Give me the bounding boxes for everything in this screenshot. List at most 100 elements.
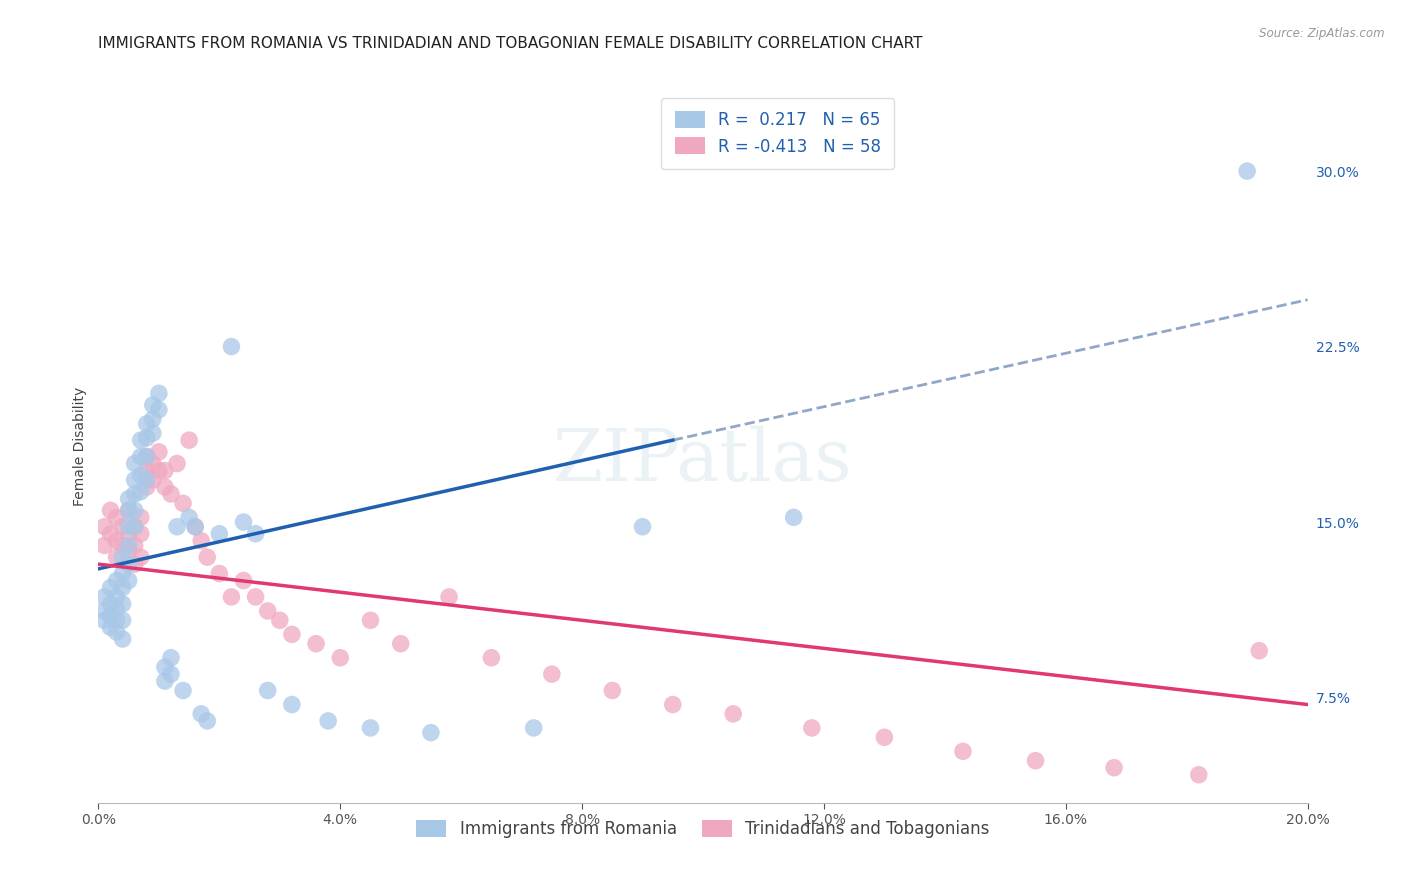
Point [118,503,141,517]
Point [135,450,157,464]
Point [481,650,503,665]
Point [179,510,201,524]
Point [111,566,134,581]
Point [389,637,412,651]
Point [135,417,157,431]
Point [661,698,683,712]
Point [93,538,115,552]
Point [93,604,115,618]
Point [256,683,278,698]
Point [360,613,382,627]
Point [783,510,806,524]
Point [329,650,352,665]
Point [160,487,183,501]
Point [124,557,146,571]
Point [148,445,170,459]
Point [118,543,141,558]
Point [221,340,243,354]
Point [100,526,122,541]
Point [195,714,218,728]
Point [160,667,183,681]
Point [245,590,267,604]
Point [190,706,212,721]
Point [245,526,267,541]
Point [135,464,157,478]
Point [540,667,562,681]
Point [111,632,134,646]
Point [184,519,207,533]
Point [118,503,141,517]
Y-axis label: Female Disability: Female Disability [73,386,87,506]
Point [1024,754,1046,768]
Point [631,519,654,533]
Point [118,557,141,571]
Point [221,590,243,604]
Point [124,519,146,533]
Point [124,538,146,552]
Point [723,706,745,721]
Point [135,450,157,464]
Point [129,526,152,541]
Point [105,590,128,604]
Point [118,491,141,506]
Point [118,519,141,533]
Point [105,550,128,565]
Point [184,519,207,533]
Point [118,574,141,588]
Point [124,487,146,501]
Point [316,714,339,728]
Point [118,538,141,552]
Point [523,721,546,735]
Point [124,503,146,517]
Point [111,597,134,611]
Point [153,674,176,689]
Point [111,538,134,552]
Point [1188,768,1211,782]
Point [105,574,128,588]
Point [873,731,896,745]
Point [172,683,194,698]
Point [124,473,146,487]
Text: ZIPatlas: ZIPatlas [553,425,853,496]
Text: IMMIGRANTS FROM ROMANIA VS TRINIDADIAN AND TOBAGONIAN FEMALE DISABILITY CORRELAT: IMMIGRANTS FROM ROMANIA VS TRINIDADIAN A… [98,36,922,51]
Point [952,744,974,758]
Point [179,433,201,447]
Point [195,550,218,565]
Point [118,526,141,541]
Point [153,464,176,478]
Point [172,496,194,510]
Point [124,519,146,533]
Point [232,574,254,588]
Point [105,510,128,524]
Point [135,473,157,487]
Point [129,468,152,483]
Point [93,613,115,627]
Text: Source: ZipAtlas.com: Source: ZipAtlas.com [1260,27,1385,40]
Point [100,597,122,611]
Point [208,526,231,541]
Point [281,627,304,641]
Point [305,637,328,651]
Point [111,519,134,533]
Point [256,604,278,618]
Point [100,620,122,634]
Point [190,533,212,548]
Point [129,484,152,499]
Point [111,613,134,627]
Point [100,581,122,595]
Point [437,590,460,604]
Point [1249,644,1271,658]
Point [100,503,122,517]
Point [1236,164,1258,178]
Point [360,721,382,735]
Point [1102,761,1125,775]
Point [93,590,115,604]
Point [153,660,176,674]
Point [148,402,170,417]
Point [129,510,152,524]
Point [142,473,165,487]
Point [105,625,128,640]
Point [142,457,165,471]
Point [142,412,165,426]
Point [100,608,122,623]
